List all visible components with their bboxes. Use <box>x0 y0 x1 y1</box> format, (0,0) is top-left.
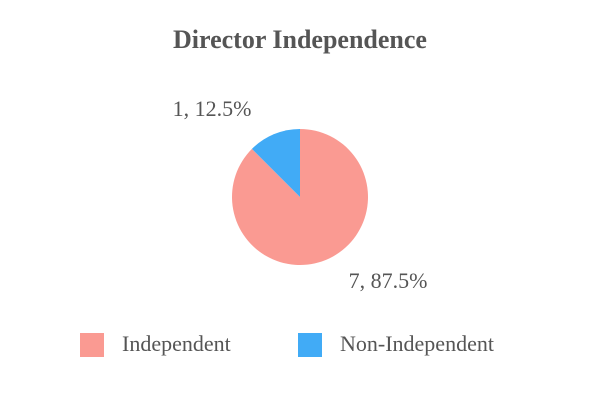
legend-swatch <box>298 333 322 357</box>
data-label: 1, 12.5% <box>173 96 252 121</box>
chart-title: Director Independence <box>173 25 427 54</box>
legend-label: Non-Independent <box>340 331 494 356</box>
legend-label: Independent <box>122 331 231 356</box>
pie-slice <box>231 129 368 266</box>
legend-swatch <box>80 333 104 357</box>
data-label: 7, 87.5% <box>349 268 428 293</box>
pie-slice <box>251 129 300 197</box>
